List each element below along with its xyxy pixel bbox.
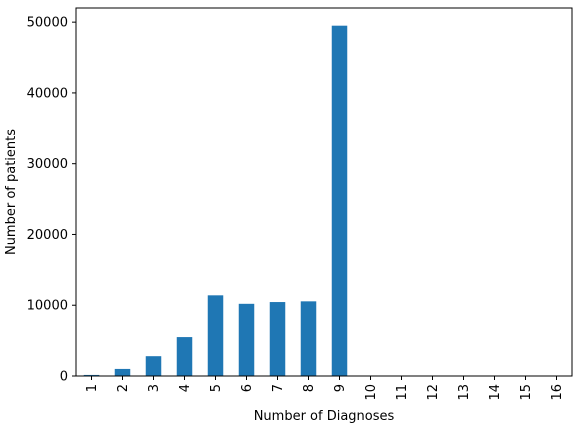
x-tick-label-10: 10 (364, 384, 379, 401)
y-tick-label-0: 0 (60, 370, 68, 385)
x-tick-label-15: 15 (519, 384, 534, 401)
y-axis-label: Number of patients (4, 129, 19, 255)
x-tick-label-4: 4 (178, 384, 193, 392)
x-tick-label-14: 14 (488, 384, 503, 401)
plot-frame (75, 7, 573, 377)
x-axis: 1 2 3 4 5 6 7 8 9 10 11 12 13 14 15 16 (85, 376, 565, 401)
y-tick-label-40000: 40000 (27, 86, 68, 101)
bar-1 (83, 374, 100, 376)
bar-5 (207, 295, 224, 376)
bars-group (83, 25, 348, 376)
y-tick-label-20000: 20000 (27, 228, 68, 243)
y-tick-label-50000: 50000 (27, 16, 68, 31)
x-tick-label-5: 5 (209, 384, 224, 392)
x-tick-label-16: 16 (550, 384, 565, 401)
x-tick-label-12: 12 (426, 384, 441, 401)
x-axis-label: Number of Diagnoses (254, 409, 395, 424)
y-tick-label-30000: 30000 (27, 157, 68, 172)
x-tick-label-1: 1 (85, 384, 100, 392)
y-axis: 0 10000 20000 30000 40000 50000 (27, 16, 76, 385)
x-tick-label-13: 13 (457, 384, 472, 401)
bar-8 (300, 301, 317, 376)
bar-3 (145, 356, 162, 376)
bar-7 (269, 302, 286, 376)
bar-9 (331, 25, 348, 376)
x-tick-label-7: 7 (271, 384, 286, 392)
x-tick-label-3: 3 (147, 384, 162, 392)
y-tick-label-10000: 10000 (27, 299, 68, 314)
bar-6 (238, 303, 255, 376)
x-tick-label-2: 2 (116, 384, 131, 392)
bar-2 (114, 368, 131, 376)
x-tick-label-6: 6 (240, 384, 255, 392)
x-tick-label-8: 8 (302, 384, 317, 392)
x-tick-label-11: 11 (395, 384, 410, 401)
x-tick-label-9: 9 (333, 384, 348, 392)
bar-4 (176, 337, 193, 376)
